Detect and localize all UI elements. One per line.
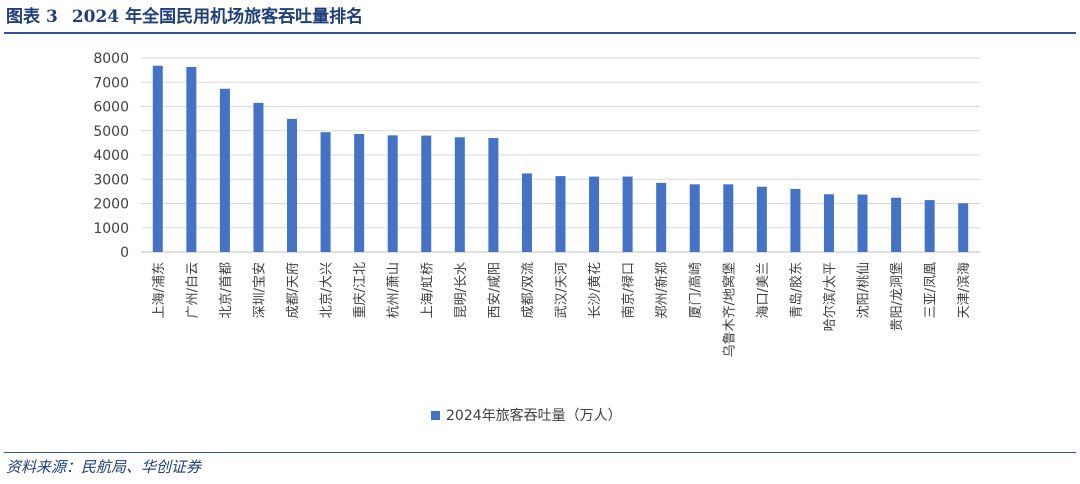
legend: 2024年旅客吞吐量（万人） [431, 407, 622, 424]
x-axis-labels: 上海/浦东 广州/白云 北京/首都 深圳/宝安 成都/天府 北京/大兴 重庆/江北 杭州/萧山… [152, 262, 972, 357]
x-category-label: 北京/首都 [219, 262, 234, 318]
bar [354, 133, 365, 252]
bar [857, 194, 868, 252]
bar [656, 182, 667, 252]
legend-label: 2024年旅客吞吐量（万人） [446, 407, 622, 424]
x-category-label: 武汉/天河 [555, 262, 570, 318]
bar [488, 138, 499, 252]
x-category-label: 重庆/江北 [352, 262, 368, 318]
y-tick-label: 6000 [93, 100, 129, 116]
bar [622, 176, 633, 252]
x-category-label: 上海/虹桥 [420, 262, 435, 318]
x-category-label: 厦门/高崎 [688, 262, 704, 318]
x-category-label: 杭州/萧山 [387, 262, 402, 318]
y-tick-label: 4000 [93, 148, 129, 164]
x-category-label: 成都/双流 [521, 262, 536, 318]
bars [152, 65, 969, 253]
x-category-label: 哈尔滨/太平 [822, 262, 838, 331]
bar [421, 135, 432, 252]
bar [924, 200, 935, 252]
y-tick-label: 8000 [93, 51, 129, 67]
x-category-label: 深圳/宝安 [252, 262, 267, 318]
x-category-label: 贵阳/龙洞堡 [889, 262, 905, 331]
bar [891, 197, 902, 252]
y-tick-label: 7000 [93, 75, 129, 91]
bar [521, 173, 532, 252]
y-tick-label: 0 [120, 245, 129, 261]
x-category-label: 广州/白云 [184, 262, 200, 318]
x-category-label: 北京/大兴 [320, 262, 335, 318]
x-category-label: 昆明/长水 [454, 262, 469, 318]
y-tick-label: 5000 [93, 124, 129, 140]
bar [723, 184, 734, 252]
bar [589, 176, 600, 252]
bar [756, 186, 767, 252]
figure-title-text: 2024 年全国民用机场旅客吞吐量排名 [71, 7, 364, 27]
bar [253, 102, 264, 252]
source-note: 资料来源：民航局、华创证券 [6, 458, 202, 476]
bar [387, 135, 398, 252]
x-category-label: 南京/禄口 [621, 262, 637, 318]
figure-title: 图表 3 2024 年全国民用机场旅客吞吐量排名 [6, 7, 363, 27]
x-category-label: 三亚/凤凰 [924, 262, 939, 318]
bar [555, 176, 566, 252]
x-category-label: 郑州/新郑 [654, 262, 670, 318]
x-category-label: 青岛/胶东 [788, 262, 804, 318]
legend-swatch [431, 411, 440, 420]
x-category-label: 天津/滨海 [956, 262, 972, 318]
gridlines [141, 57, 980, 253]
bar [689, 184, 700, 252]
figure-number: 3 [46, 7, 58, 27]
y-tick-label: 1000 [93, 221, 129, 237]
bar-chart: 0 1000 2000 3000 4000 5000 6000 7000 8000 上海/浦东 广… [93, 51, 980, 424]
y-tick-label: 2000 [93, 197, 129, 213]
x-category-label: 长沙/黄花 [587, 262, 603, 318]
bar [958, 203, 969, 252]
bar [287, 118, 298, 253]
x-category-label: 西安/咸阳 [487, 262, 502, 318]
y-tick-label: 3000 [93, 172, 129, 188]
bar [219, 88, 230, 252]
source-divider [4, 452, 1076, 453]
x-category-label: 乌鲁木齐/地窝堡 [721, 262, 737, 357]
bar [186, 66, 197, 252]
bar [454, 137, 465, 252]
figure-label: 图表 [6, 7, 40, 27]
x-category-label: 沈阳/桃仙 [857, 262, 872, 318]
bar [152, 65, 163, 252]
x-category-label: 上海/浦东 [152, 262, 167, 318]
bar [790, 188, 801, 252]
bar [320, 132, 331, 252]
x-category-label: 海口/美兰 [756, 262, 771, 318]
title-divider [4, 32, 1076, 34]
x-category-label: 成都/天府 [286, 262, 301, 318]
y-axis: 0 1000 2000 3000 4000 5000 6000 7000 8000 [93, 51, 129, 261]
bar [823, 194, 834, 252]
